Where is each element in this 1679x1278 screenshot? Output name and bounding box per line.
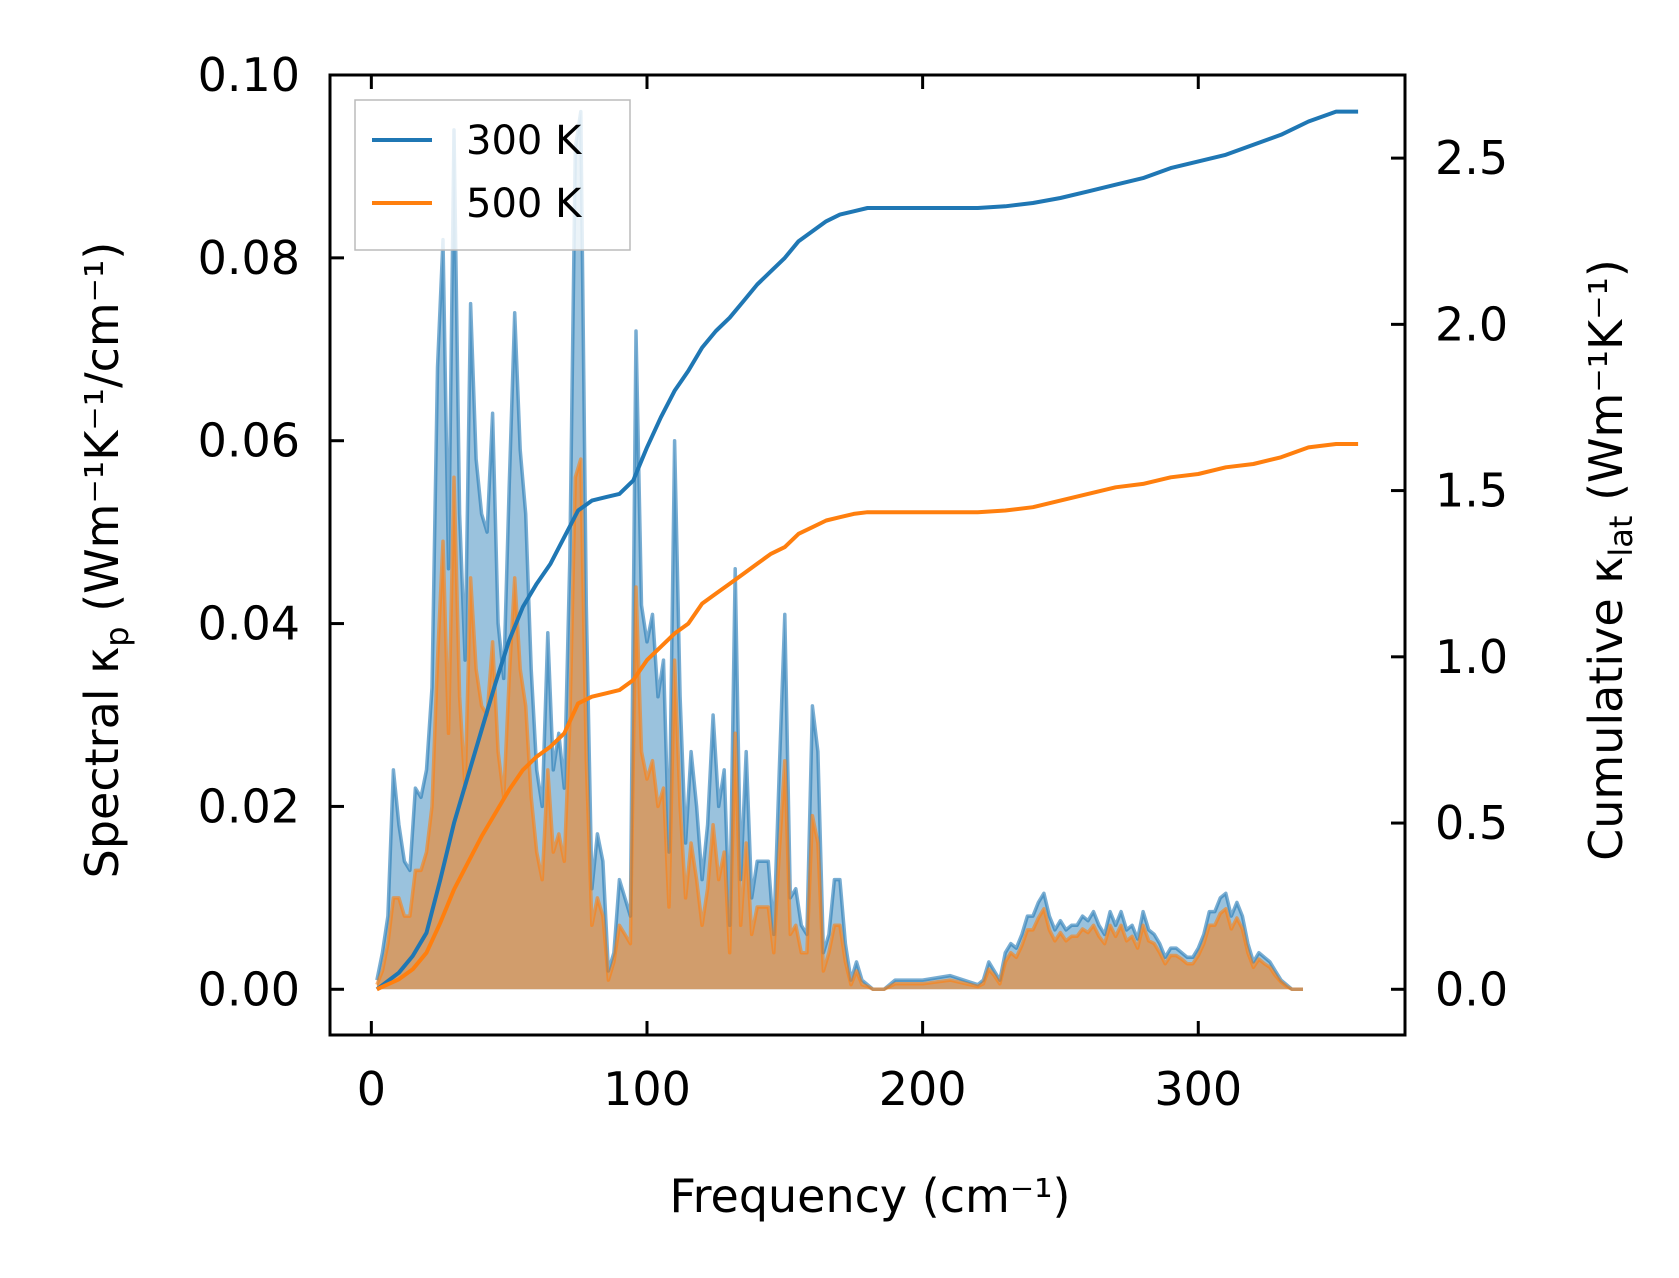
cumulative-line-300k <box>375 109 1359 991</box>
legend-label-300k: 300 K <box>466 118 583 164</box>
legend-label-500k: 500 K <box>466 181 583 227</box>
x-axis-label: Frequency (cm⁻¹) <box>670 1169 1071 1223</box>
spectral-fills <box>376 111 1303 990</box>
right-y-tick-label: 1.5 <box>1435 464 1508 518</box>
left-y-tick-label: 0.08 <box>198 231 300 285</box>
x-tick-label: 300 <box>1154 1062 1242 1116</box>
cumulative-line-500k <box>376 442 1359 992</box>
right-y-tick-label: 0.0 <box>1435 962 1508 1016</box>
legend: 300 K 500 K <box>354 99 631 251</box>
cumulative-lines <box>375 109 1359 992</box>
spectral-lines <box>375 109 1303 992</box>
right-y-axis-ticks: 0.0 0.5 1.0 1.5 2.0 2.5 <box>1391 131 1508 1016</box>
left-y-tick-label: 0.10 <box>198 48 300 102</box>
left-y-tick-label: 0.06 <box>198 414 300 468</box>
plot-area <box>375 109 1359 992</box>
x-tick-label: 100 <box>603 1062 691 1116</box>
spectral-fill-500k <box>376 459 1303 990</box>
x-tick-label: 200 <box>879 1062 967 1116</box>
right-y-tick-label: 1.0 <box>1435 630 1508 684</box>
x-tick-label: 0 <box>357 1062 386 1116</box>
left-y-tick-label: 0.04 <box>198 597 300 651</box>
left-y-tick-label: 0.00 <box>198 962 300 1016</box>
plot-frame <box>328 73 1407 1037</box>
x-axis-ticks: 0 100 200 300 <box>357 75 1242 1116</box>
right-y-axis-label: Cumulative κlat (Wm⁻¹K⁻¹) <box>1579 259 1640 861</box>
right-y-tick-label: 2.5 <box>1435 131 1508 185</box>
spectral-line-500k <box>375 457 1303 992</box>
right-y-tick-label: 2.0 <box>1435 297 1508 351</box>
left-y-axis-label: Spectral κp (Wm⁻¹K⁻¹/cm⁻¹) <box>75 242 136 879</box>
legend-box <box>354 99 631 251</box>
right-y-tick-label: 0.5 <box>1435 796 1508 850</box>
left-y-axis-ticks: 0.00 0.02 0.04 0.06 0.08 0.10 <box>198 48 344 1016</box>
left-y-tick-label: 0.02 <box>198 779 300 833</box>
